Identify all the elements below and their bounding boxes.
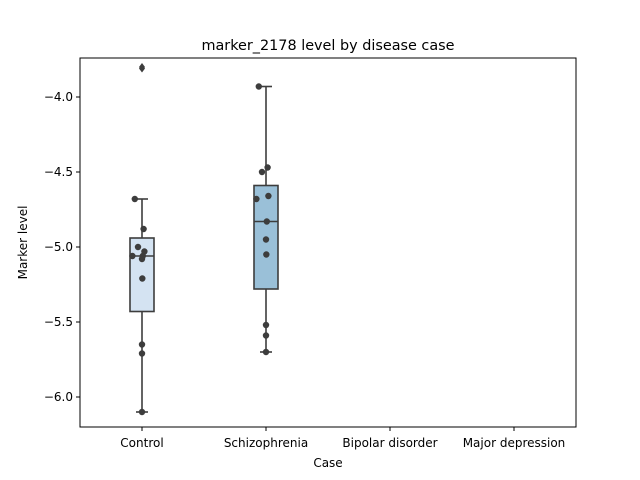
data-point (263, 218, 270, 225)
data-point (262, 348, 270, 356)
plot-frame (79, 57, 577, 428)
y-tick-label: −4.0 (44, 90, 73, 104)
box-group-control (129, 63, 155, 416)
data-point (134, 243, 142, 251)
x-axis: Control Schizophrenia Bipolar disorder Majo… (120, 427, 565, 450)
y-tick-label: −4.5 (44, 165, 73, 179)
data-point (139, 275, 146, 282)
data-point (131, 195, 138, 203)
y-axis: −6.0 −5.5 −5.0 −4.5 −4.0 (44, 90, 80, 404)
data-point (262, 236, 270, 243)
chart-title: marker_2178 level by disease case (201, 38, 454, 54)
data-point (138, 350, 146, 357)
plot-area (129, 63, 279, 416)
x-axis-label: Case (313, 456, 342, 470)
x-tick-label: Control (120, 436, 163, 450)
data-point (264, 164, 271, 171)
y-tick-label: −5.5 (44, 315, 73, 329)
y-axis-label: Marker level (16, 206, 30, 280)
data-point (140, 225, 147, 233)
box-iqr (129, 237, 155, 313)
data-point (255, 83, 262, 90)
outlier-marker (139, 63, 145, 71)
x-tick-label: Major depression (463, 436, 566, 450)
x-tick-label: Schizophrenia (224, 436, 308, 450)
x-tick-label: Bipolar disorder (342, 436, 437, 450)
data-point (138, 255, 146, 263)
data-point (253, 195, 260, 203)
data-point (263, 251, 270, 258)
data-point (129, 252, 136, 260)
data-point (265, 192, 272, 200)
data-point (138, 408, 146, 416)
data-point (262, 321, 270, 329)
data-point (138, 341, 146, 348)
y-tick-label: −6.0 (44, 390, 73, 404)
data-point (258, 168, 266, 176)
data-point (262, 332, 270, 339)
box-group-schizophrenia (253, 83, 279, 356)
y-tick-label: −5.0 (44, 240, 73, 254)
